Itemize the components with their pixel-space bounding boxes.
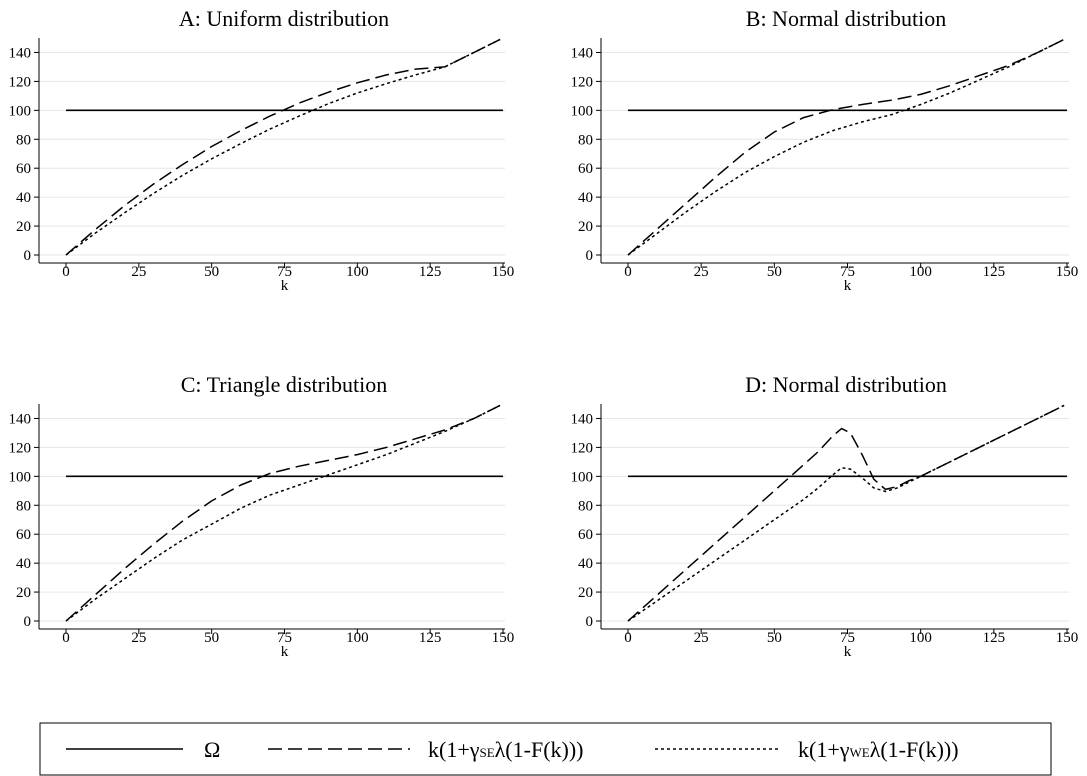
legend-label: k(1+γWEλ(1-F(k))) (798, 737, 959, 762)
chart-panel-a: 0 20 40 60 80 100 120 140 0 25 50 75 100 125 150 k A: Un… (9, 6, 515, 294)
y-tick-label: 0 (24, 248, 32, 264)
y-tick-label: 20 (16, 585, 31, 601)
panel-title: C: Triangle distribution (181, 372, 388, 397)
y-tick-label: 20 (16, 219, 31, 235)
y-tick-label: 60 (16, 161, 31, 177)
y-tick-label: 20 (578, 219, 593, 235)
x-tick-label: 150 (492, 630, 515, 646)
series-line-dashed (65, 404, 501, 622)
y-tick-label: 80 (578, 132, 593, 148)
y-tick-label: 100 (9, 469, 32, 485)
x-tick-label: 25 (694, 264, 709, 280)
x-tick-label: 150 (1056, 264, 1079, 280)
x-tick-label: 25 (131, 630, 146, 646)
panel-title: B: Normal distribution (746, 6, 946, 31)
y-tick-label: 40 (578, 556, 593, 572)
x-axis-label: k (281, 278, 289, 294)
x-tick-label: 50 (204, 630, 219, 646)
x-tick-label: 0 (62, 630, 70, 646)
y-tick-label: 40 (16, 556, 31, 572)
y-tick-label: 80 (578, 498, 593, 514)
legend-label: Ω (204, 737, 220, 762)
y-tick-label: 80 (16, 132, 31, 148)
x-tick-label: 50 (767, 264, 782, 280)
y-tick-label: 0 (586, 248, 594, 264)
y-tick-label: 140 (571, 45, 594, 61)
x-tick-label: 0 (624, 264, 632, 280)
y-tick-label: 140 (571, 411, 594, 427)
x-tick-label: 150 (492, 264, 515, 280)
x-tick-label: 100 (346, 630, 369, 646)
y-tick-label: 100 (571, 469, 594, 485)
y-tick-label: 120 (571, 440, 594, 456)
y-tick-label: 60 (578, 161, 593, 177)
x-axis-label: k (844, 644, 852, 660)
x-tick-label: 125 (419, 630, 442, 646)
x-tick-label: 75 (840, 264, 855, 280)
legend-label: k(1+γSEλ(1-F(k))) (428, 737, 584, 762)
x-tick-label: 0 (624, 630, 632, 646)
x-tick-label: 25 (694, 630, 709, 646)
chart-panel-d: 0 20 40 60 80 100 120 140 0 25 50 75 100 125 150 k D: No… (571, 372, 1079, 660)
legend-box (39, 722, 1052, 776)
chart-panel-c: 0 20 40 60 80 100 120 140 0 25 50 75 100 125 150 k C: Tr… (9, 372, 515, 660)
series-line-dotted (65, 404, 501, 622)
series-line-dotted (627, 404, 1065, 622)
panel-title: D: Normal distribution (745, 372, 947, 397)
y-tick-label: 0 (24, 614, 32, 630)
chart-panel-b: 0 20 40 60 80 100 120 140 0 25 50 75 100 125 150 k B: No… (571, 6, 1079, 294)
series-line-dotted (627, 38, 1065, 256)
y-tick-label: 80 (16, 498, 31, 514)
y-tick-label: 0 (586, 614, 594, 630)
x-tick-label: 50 (767, 630, 782, 646)
x-tick-label: 100 (909, 264, 932, 280)
y-tick-label: 40 (578, 190, 593, 206)
x-tick-label: 75 (277, 264, 292, 280)
y-tick-label: 20 (578, 585, 593, 601)
y-tick-label: 120 (9, 74, 32, 90)
series-line-dashed (627, 38, 1065, 256)
x-tick-label: 75 (277, 630, 292, 646)
y-tick-label: 100 (571, 103, 594, 119)
series-line-dashed (627, 404, 1065, 622)
y-tick-label: 140 (9, 45, 32, 61)
x-tick-label: 125 (983, 630, 1006, 646)
x-tick-label: 75 (840, 630, 855, 646)
x-tick-label: 150 (1056, 630, 1079, 646)
x-tick-label: 100 (909, 630, 932, 646)
x-axis-label: k (844, 278, 852, 294)
y-tick-label: 120 (571, 74, 594, 90)
y-tick-label: 120 (9, 440, 32, 456)
x-tick-label: 50 (204, 264, 219, 280)
y-tick-label: 60 (578, 527, 593, 543)
x-tick-label: 125 (419, 264, 442, 280)
x-axis-label: k (281, 644, 289, 660)
x-tick-label: 25 (131, 264, 146, 280)
panel-title: A: Uniform distribution (179, 6, 389, 31)
x-tick-label: 100 (346, 264, 369, 280)
y-tick-label: 40 (16, 190, 31, 206)
series-line-dashed (65, 38, 501, 256)
y-tick-label: 60 (16, 527, 31, 543)
y-tick-label: 140 (9, 411, 32, 427)
x-tick-label: 0 (62, 264, 70, 280)
x-tick-label: 125 (983, 264, 1006, 280)
series-line-dotted (65, 38, 501, 256)
y-tick-label: 100 (9, 103, 32, 119)
